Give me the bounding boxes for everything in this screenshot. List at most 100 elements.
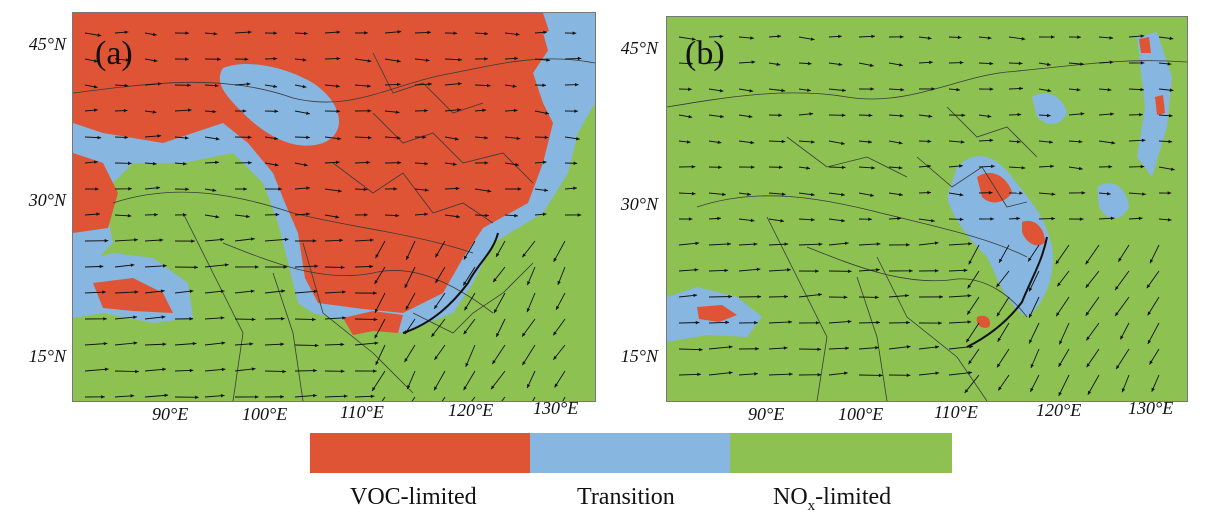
wind-arrow-head [556,305,560,310]
wind-arrow-head [457,108,461,112]
wind-arrow-head [431,332,435,337]
wind-arrow-head [434,355,438,360]
wind-arrow [965,322,980,343]
wind-arrow-head [688,114,693,119]
wind-arrow-head [843,295,848,299]
wind-arrow [462,266,476,286]
wind-arrow-head [484,136,489,140]
lon-tick-label: 120°E [448,400,494,420]
wind-arrow-head [152,32,157,37]
wind-arrow [493,292,506,314]
wind-arrow-head [876,268,880,272]
wind-arrow-head [396,136,401,140]
wind-arrow-head [927,36,932,40]
wind-arrow-head [870,193,874,197]
wind-arrow-head [934,241,939,245]
wind-arrow-head [485,213,489,218]
wind-arrow-head [815,269,819,273]
transition-pocket [543,23,588,123]
wind-arrow-head [784,294,789,299]
wind-arrow-head [747,192,751,196]
wind-arrow [354,342,379,346]
wind-arrow [433,370,446,391]
wind-arrow [84,368,109,372]
wind-vectors [678,34,1175,397]
wind-arrow-head [393,187,398,191]
wind-arrow-head [191,239,195,243]
wind-arrow [411,396,416,401]
wind-arrow-head [781,139,786,144]
wind-arrow-head [152,161,157,166]
wind-arrow-head [130,394,135,398]
wind-arrow-head [810,37,815,41]
wind-arrow-head [957,35,962,40]
wind-arrow-head [185,31,190,35]
wind-arrow [1028,296,1040,318]
wind-arrow-head [306,186,311,190]
wind-arrow-head [424,161,429,166]
wind-arrow-head [515,162,519,167]
wind-arrow-head [435,253,439,258]
wind-arrow-head [220,393,225,398]
wind-arrow-head [373,369,377,373]
wind-arrow-head [124,83,129,88]
wind-arrow-head [1138,216,1143,221]
wind-arrow-head [753,242,758,246]
lon-tick-label: 100°E [242,404,288,424]
wind-arrow-head [1046,62,1051,67]
wind-arrow-head [959,217,964,222]
wind-arrow-head [95,187,99,191]
wind-arrow-head [1021,37,1026,41]
map-panel-b: (b) [666,16,1188,402]
wind-arrow-head [492,360,496,365]
wind-arrow-head [187,108,192,112]
wind-arrow-head [101,395,105,399]
wind-arrow-head [1169,36,1174,41]
wind-arrow-head [868,140,872,144]
wind-arrow-head [185,187,190,191]
wind-arrow-head [553,257,557,262]
lon-tick-label: 100°E [838,404,884,424]
wind-arrow-head [876,320,881,325]
wind-arrow-head [1147,311,1152,316]
wind-arrow-head [221,341,226,345]
wind-arrow-head [838,62,843,67]
wind-arrow-head [102,290,106,294]
wind-arrow-head [458,82,462,86]
wind-arrow [465,344,476,368]
wind-arrow-head [1110,216,1115,221]
wind-arrow-head [490,385,495,390]
wind-arrow-head [375,360,379,365]
wind-arrow-head [522,332,526,337]
wind-arrow-head [935,371,940,375]
wind-arrow-head [374,334,378,339]
wind-arrow-head [959,164,963,168]
wind-arrow-head [811,140,815,144]
wind-arrow-head [938,321,942,325]
wind-arrow-head [372,387,376,391]
wind-arrow-head [335,160,340,165]
wind-arrow-head [425,58,430,62]
wind-arrow-head [989,87,994,91]
wind-arrow-head [275,212,280,217]
wind-arrow-head [553,355,557,360]
wind-arrow-head [1029,287,1033,292]
wind-arrow-head [788,320,793,324]
wind-arrow [1114,296,1130,317]
wind-arrow-head [876,242,881,246]
wind-arrow-head [841,141,845,145]
wind-arrow-head [134,238,138,242]
wind-arrow [374,292,386,313]
wind-arrow-head [967,294,972,298]
wind-arrow-head [898,166,903,170]
wind-arrow-head [189,289,194,294]
wind-arrow-head [996,312,1001,317]
wind-arrow-head [306,135,310,140]
voc-limited-region [343,311,403,335]
wind-arrow-head [244,57,249,61]
wind-arrow [828,320,852,324]
legend-swatch-voc-limited [310,433,530,473]
wind-arrow-head [94,59,98,63]
wind-arrow-head [996,283,1000,288]
wind-arrow-head [161,315,166,319]
